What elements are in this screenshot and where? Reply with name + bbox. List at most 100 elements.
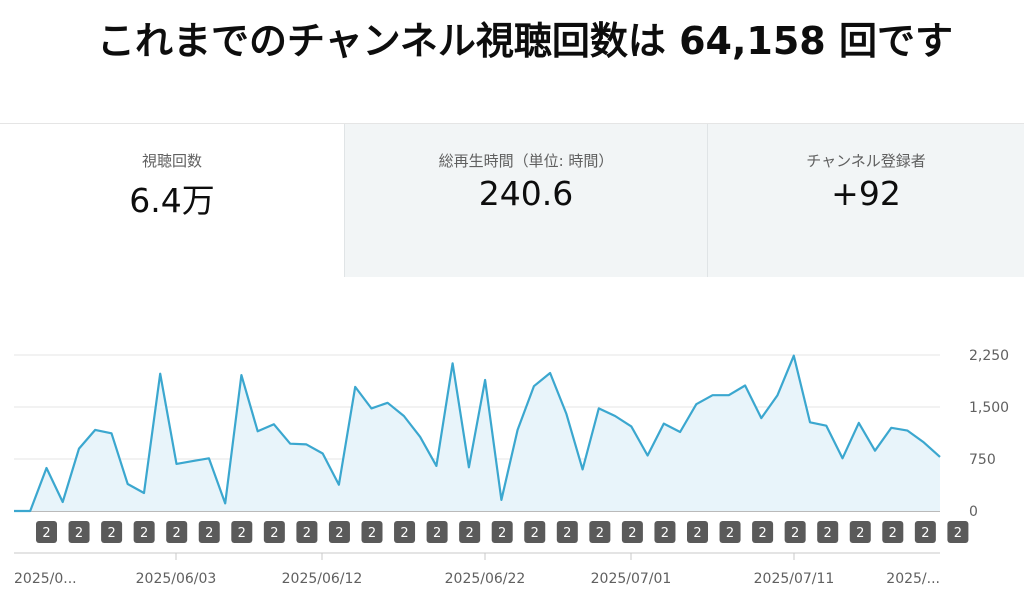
annotation-badge[interactable] [68,521,90,543]
data-point[interactable] [256,429,260,433]
annotation-badge-label: 2 [596,526,604,541]
data-point[interactable] [451,361,455,365]
data-point[interactable] [873,449,877,453]
data-point[interactable] [808,420,812,424]
annotation-badge[interactable] [231,521,253,543]
data-point[interactable] [743,384,747,388]
annotation-badge[interactable] [654,521,676,543]
annotation-badge[interactable] [589,521,611,543]
annotation-badge[interactable] [394,521,416,543]
data-point[interactable] [28,509,32,513]
data-point[interactable] [824,424,828,428]
annotation-badge[interactable] [556,521,578,543]
data-point[interactable] [759,416,763,420]
annotation-badge[interactable] [263,521,285,543]
data-point[interactable] [45,466,49,470]
x-tick-label: 2025/06/22 [445,571,526,587]
annotation-badge[interactable] [166,521,188,543]
data-point[interactable] [93,428,97,432]
data-point[interactable] [532,384,536,388]
data-point[interactable] [321,452,325,456]
data-point[interactable] [581,467,585,471]
data-point[interactable] [418,435,422,439]
data-point[interactable] [272,422,276,426]
annotation-badge[interactable] [817,521,839,543]
annotation-badge[interactable] [524,521,546,543]
annotation-badge[interactable] [752,521,774,543]
data-point[interactable] [516,428,520,432]
annotation-badge[interactable] [426,521,448,543]
annotation-badge[interactable] [328,521,350,543]
data-point[interactable] [483,378,487,382]
data-point[interactable] [711,393,715,397]
x-tick-label: 2025/0... [14,571,77,587]
data-point[interactable] [288,442,292,446]
data-point[interactable] [889,426,893,430]
annotation-badge[interactable] [133,521,155,543]
data-point[interactable] [369,406,373,410]
annotation-badge[interactable] [947,521,969,543]
data-point[interactable] [467,465,471,469]
data-point[interactable] [110,431,114,435]
annotation-badge[interactable] [621,521,643,543]
data-point[interactable] [402,414,406,418]
data-point[interactable] [922,440,926,444]
annotation-badge[interactable] [687,521,708,543]
annotation-badge-label: 2 [140,526,148,541]
data-point[interactable] [304,442,308,446]
data-point[interactable] [662,422,666,426]
data-point[interactable] [906,429,910,433]
data-point[interactable] [597,406,601,410]
data-point[interactable] [175,462,179,466]
annotation-badge[interactable] [198,521,220,543]
data-point[interactable] [126,482,130,486]
data-point[interactable] [776,393,780,397]
data-point[interactable] [564,412,568,416]
data-point[interactable] [678,430,682,434]
x-tick-label: 2025/07/01 [591,571,672,587]
annotation-badge[interactable] [784,521,806,543]
annotation-badge[interactable] [36,521,57,543]
annotation-badge[interactable] [914,521,936,543]
annotation-badge[interactable] [849,521,871,543]
annotation-badge-label: 2 [498,526,506,541]
data-point[interactable] [158,372,162,376]
data-point[interactable] [239,373,243,377]
annotation-badge-label: 2 [824,526,832,541]
annotation-badge[interactable] [459,521,481,543]
annotation-badge[interactable] [882,521,904,543]
data-point[interactable] [548,371,552,375]
data-point[interactable] [938,455,942,459]
metric-watch-time-label: 総再生時間（単位: 時間） [438,152,614,170]
data-point[interactable] [386,401,390,405]
data-point[interactable] [77,447,81,451]
data-point[interactable] [841,456,845,460]
data-point[interactable] [142,491,146,495]
annotation-badge[interactable] [491,521,513,543]
data-point[interactable] [337,483,341,487]
data-point[interactable] [727,393,731,397]
data-point[interactable] [223,501,227,505]
annotation-badge[interactable] [296,521,318,543]
data-point[interactable] [857,421,861,425]
data-point[interactable] [629,424,633,428]
data-point[interactable] [613,414,617,418]
annotation-badge[interactable] [101,521,123,543]
data-point[interactable] [646,454,650,458]
data-point[interactable] [61,500,65,504]
data-point[interactable] [694,402,698,406]
data-point[interactable] [207,456,211,460]
metric-views[interactable]: 視聴回数 6.4万 [0,124,344,277]
metric-subscribers[interactable]: チャンネル登録者 +92 [708,124,1024,277]
annotation-badge[interactable] [361,521,383,543]
data-point[interactable] [792,354,796,358]
data-point[interactable] [434,464,438,468]
annotation-badge-label: 2 [954,526,962,541]
data-point[interactable] [191,459,195,463]
annotation-badge[interactable] [719,521,741,543]
metric-watch-time[interactable]: 総再生時間（単位: 時間） 240.6 [344,124,708,277]
data-point[interactable] [12,509,16,513]
data-point[interactable] [499,498,503,502]
data-point[interactable] [353,385,357,389]
